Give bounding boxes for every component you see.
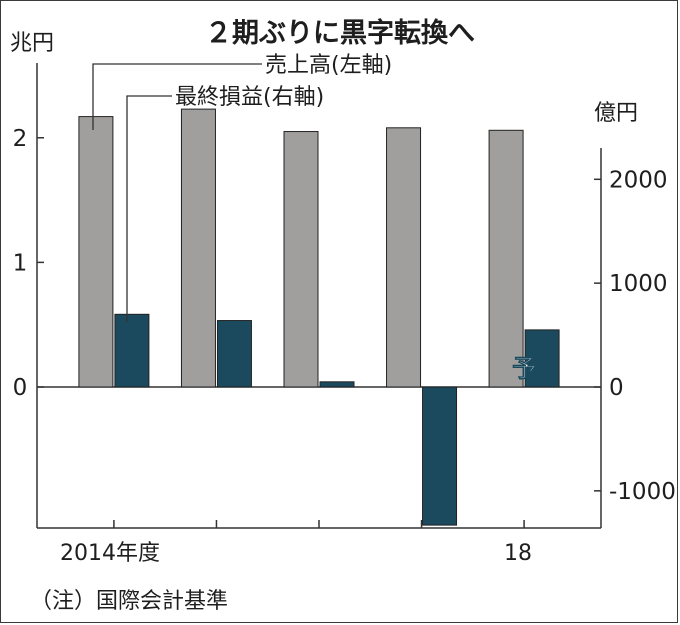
footnote: （注）国際会計基準 [30,589,228,614]
right-tick-label: 1000 [609,271,668,297]
profit-bar-2016 [319,381,355,388]
left-axis-unit: 兆円 [10,31,54,56]
right-tick-label: 0 [609,375,624,401]
sales-bar-2017 [386,127,422,388]
right-tick-label: -1000 [609,479,676,505]
profit-bar-2014 [114,313,150,388]
legend-sales: 売上高(左軸) [265,53,392,78]
profit-bar-2017 [422,386,458,526]
left-tick-label: 1 [13,250,28,276]
sales-bar-2016 [283,131,319,388]
x-tick-label-2014: 2014年度 [60,541,160,566]
legend-leader-sales [92,63,262,130]
sales-bar-2018 [488,129,524,388]
profit-bar-2015 [216,320,252,388]
profit-bar-2018 [524,329,560,388]
chart-title: ２期ぶりに黒字転換へ [205,17,475,49]
sales-bar-2015 [180,108,216,388]
legend-leader-profit [126,95,172,322]
right-tick-label: 2000 [609,167,668,193]
legend-profit: 最終損益(右軸) [175,85,324,110]
left-tick-label: 2 [13,126,28,152]
x-tick-label-18: 18 [504,541,532,566]
sales-bar-2014 [78,116,114,388]
left-tick-label: 0 [13,375,28,401]
right-axis-unit: 億円 [594,101,638,126]
forecast-label: 予 [512,355,536,383]
